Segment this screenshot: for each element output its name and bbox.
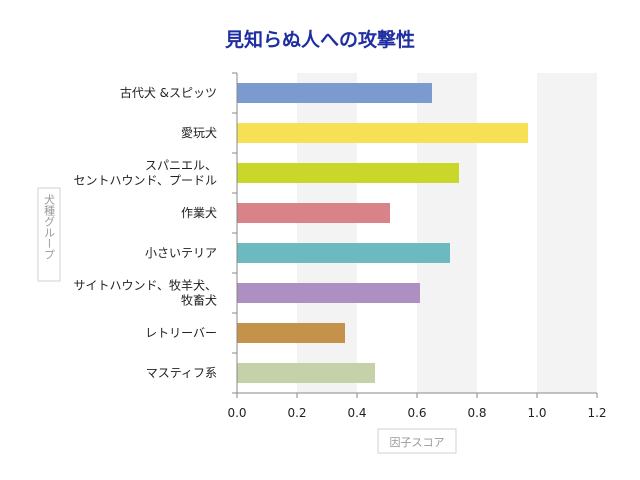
category-label: 作業犬	[181, 206, 217, 220]
x-tick-label: 0.6	[407, 406, 426, 420]
category-label: 小さいテリア	[145, 246, 217, 260]
x-tick-labels: 0.0 0.2 0.4 0.6 0.8 1.0 1.2	[227, 406, 606, 420]
x-tick-label: 0.2	[287, 406, 306, 420]
y-axis-title: 犬種グループ	[43, 193, 56, 260]
x-tick-label: 0.0	[227, 406, 246, 420]
chart-title: 見知らぬ人への攻撃性	[225, 28, 415, 51]
background-band	[417, 73, 477, 393]
bar	[237, 163, 459, 183]
bar	[237, 83, 432, 103]
background-band	[537, 73, 597, 393]
category-label: 牧畜犬	[181, 293, 217, 308]
background-band	[297, 73, 357, 393]
x-tick-label: 0.4	[347, 406, 366, 420]
category-labels: 古代犬 &スピッツ愛玩犬スパニエル、セントハウンド、プードル作業犬小さいテリアサ…	[73, 85, 217, 380]
axes	[232, 72, 598, 398]
category-label: サイトハウンド、牧羊犬、	[73, 278, 217, 293]
x-tick-label: 0.8	[467, 406, 486, 420]
x-tick-label: 1.0	[527, 406, 546, 420]
bar	[237, 203, 390, 223]
category-label: スパニエル、	[145, 159, 217, 173]
bar	[237, 243, 450, 263]
bar	[237, 283, 420, 303]
category-label: レトリーバー	[145, 326, 217, 340]
x-axis-title: 因子スコア	[390, 436, 445, 449]
bar	[237, 123, 528, 143]
bar	[237, 363, 375, 383]
bars	[237, 83, 528, 383]
y-axis-title-box: 犬種グループ	[37, 187, 61, 282]
bar	[237, 323, 345, 343]
x-tick-label: 1.2	[587, 406, 606, 420]
category-label: マスティフ系	[146, 366, 217, 380]
category-label: 古代犬 &スピッツ	[120, 85, 217, 100]
category-label: セントハウンド、プードル	[73, 174, 217, 188]
category-label: 愛玩犬	[181, 126, 217, 140]
x-axis-title-box: 因子スコア	[377, 428, 457, 454]
background-bands	[297, 73, 597, 393]
